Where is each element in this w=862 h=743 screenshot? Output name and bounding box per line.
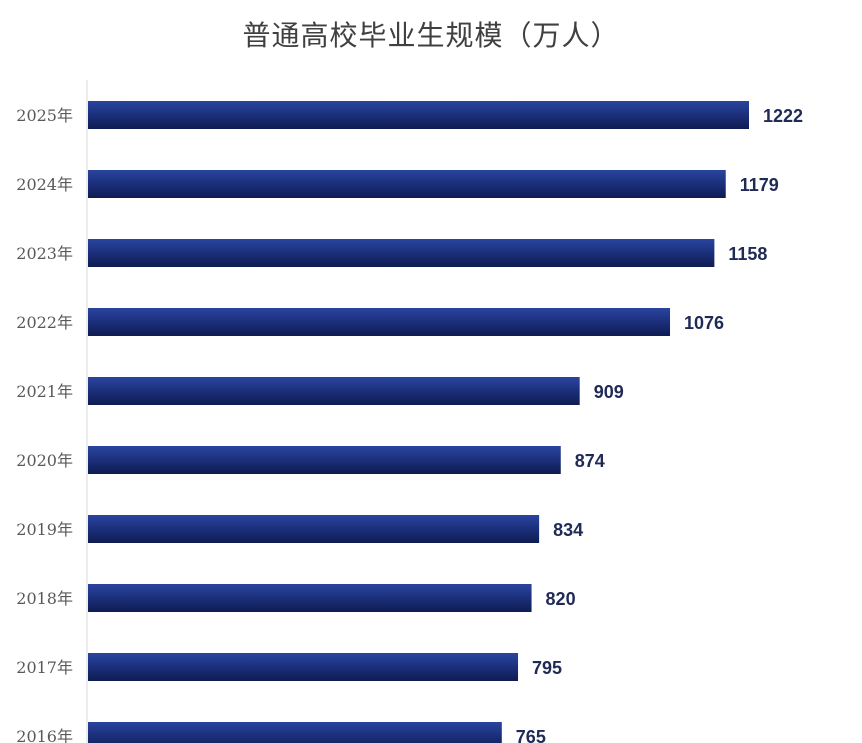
value-label: 874 xyxy=(575,451,605,471)
category-label: 2021年 xyxy=(16,382,73,401)
bar xyxy=(88,515,540,543)
value-label: 1076 xyxy=(684,313,724,333)
value-label: 834 xyxy=(553,520,583,540)
category-label: 2016年 xyxy=(16,727,73,743)
value-label: 795 xyxy=(532,658,562,678)
bar xyxy=(88,239,715,267)
bar xyxy=(88,584,532,612)
bar xyxy=(88,170,726,198)
bar xyxy=(88,653,519,681)
category-label: 2022年 xyxy=(16,313,73,332)
category-label: 2024年 xyxy=(16,175,73,194)
chart-title: 普通高校毕业生规模（万人） xyxy=(242,19,620,52)
value-label: 1179 xyxy=(740,175,779,195)
bar xyxy=(88,722,502,743)
value-label: 1158 xyxy=(728,244,767,264)
bar xyxy=(88,446,561,474)
category-label: 2017年 xyxy=(16,658,73,677)
value-label: 909 xyxy=(594,382,624,402)
bar xyxy=(88,308,671,336)
category-label: 2023年 xyxy=(16,244,73,263)
category-label: 2019年 xyxy=(16,520,73,539)
bar xyxy=(88,101,749,129)
category-label: 2025年 xyxy=(16,106,73,125)
bar xyxy=(88,377,580,405)
value-label: 1222 xyxy=(763,106,803,126)
category-label: 2018年 xyxy=(16,589,73,608)
value-label: 820 xyxy=(546,589,576,609)
category-label: 2020年 xyxy=(16,451,73,470)
value-label: 765 xyxy=(516,727,546,743)
